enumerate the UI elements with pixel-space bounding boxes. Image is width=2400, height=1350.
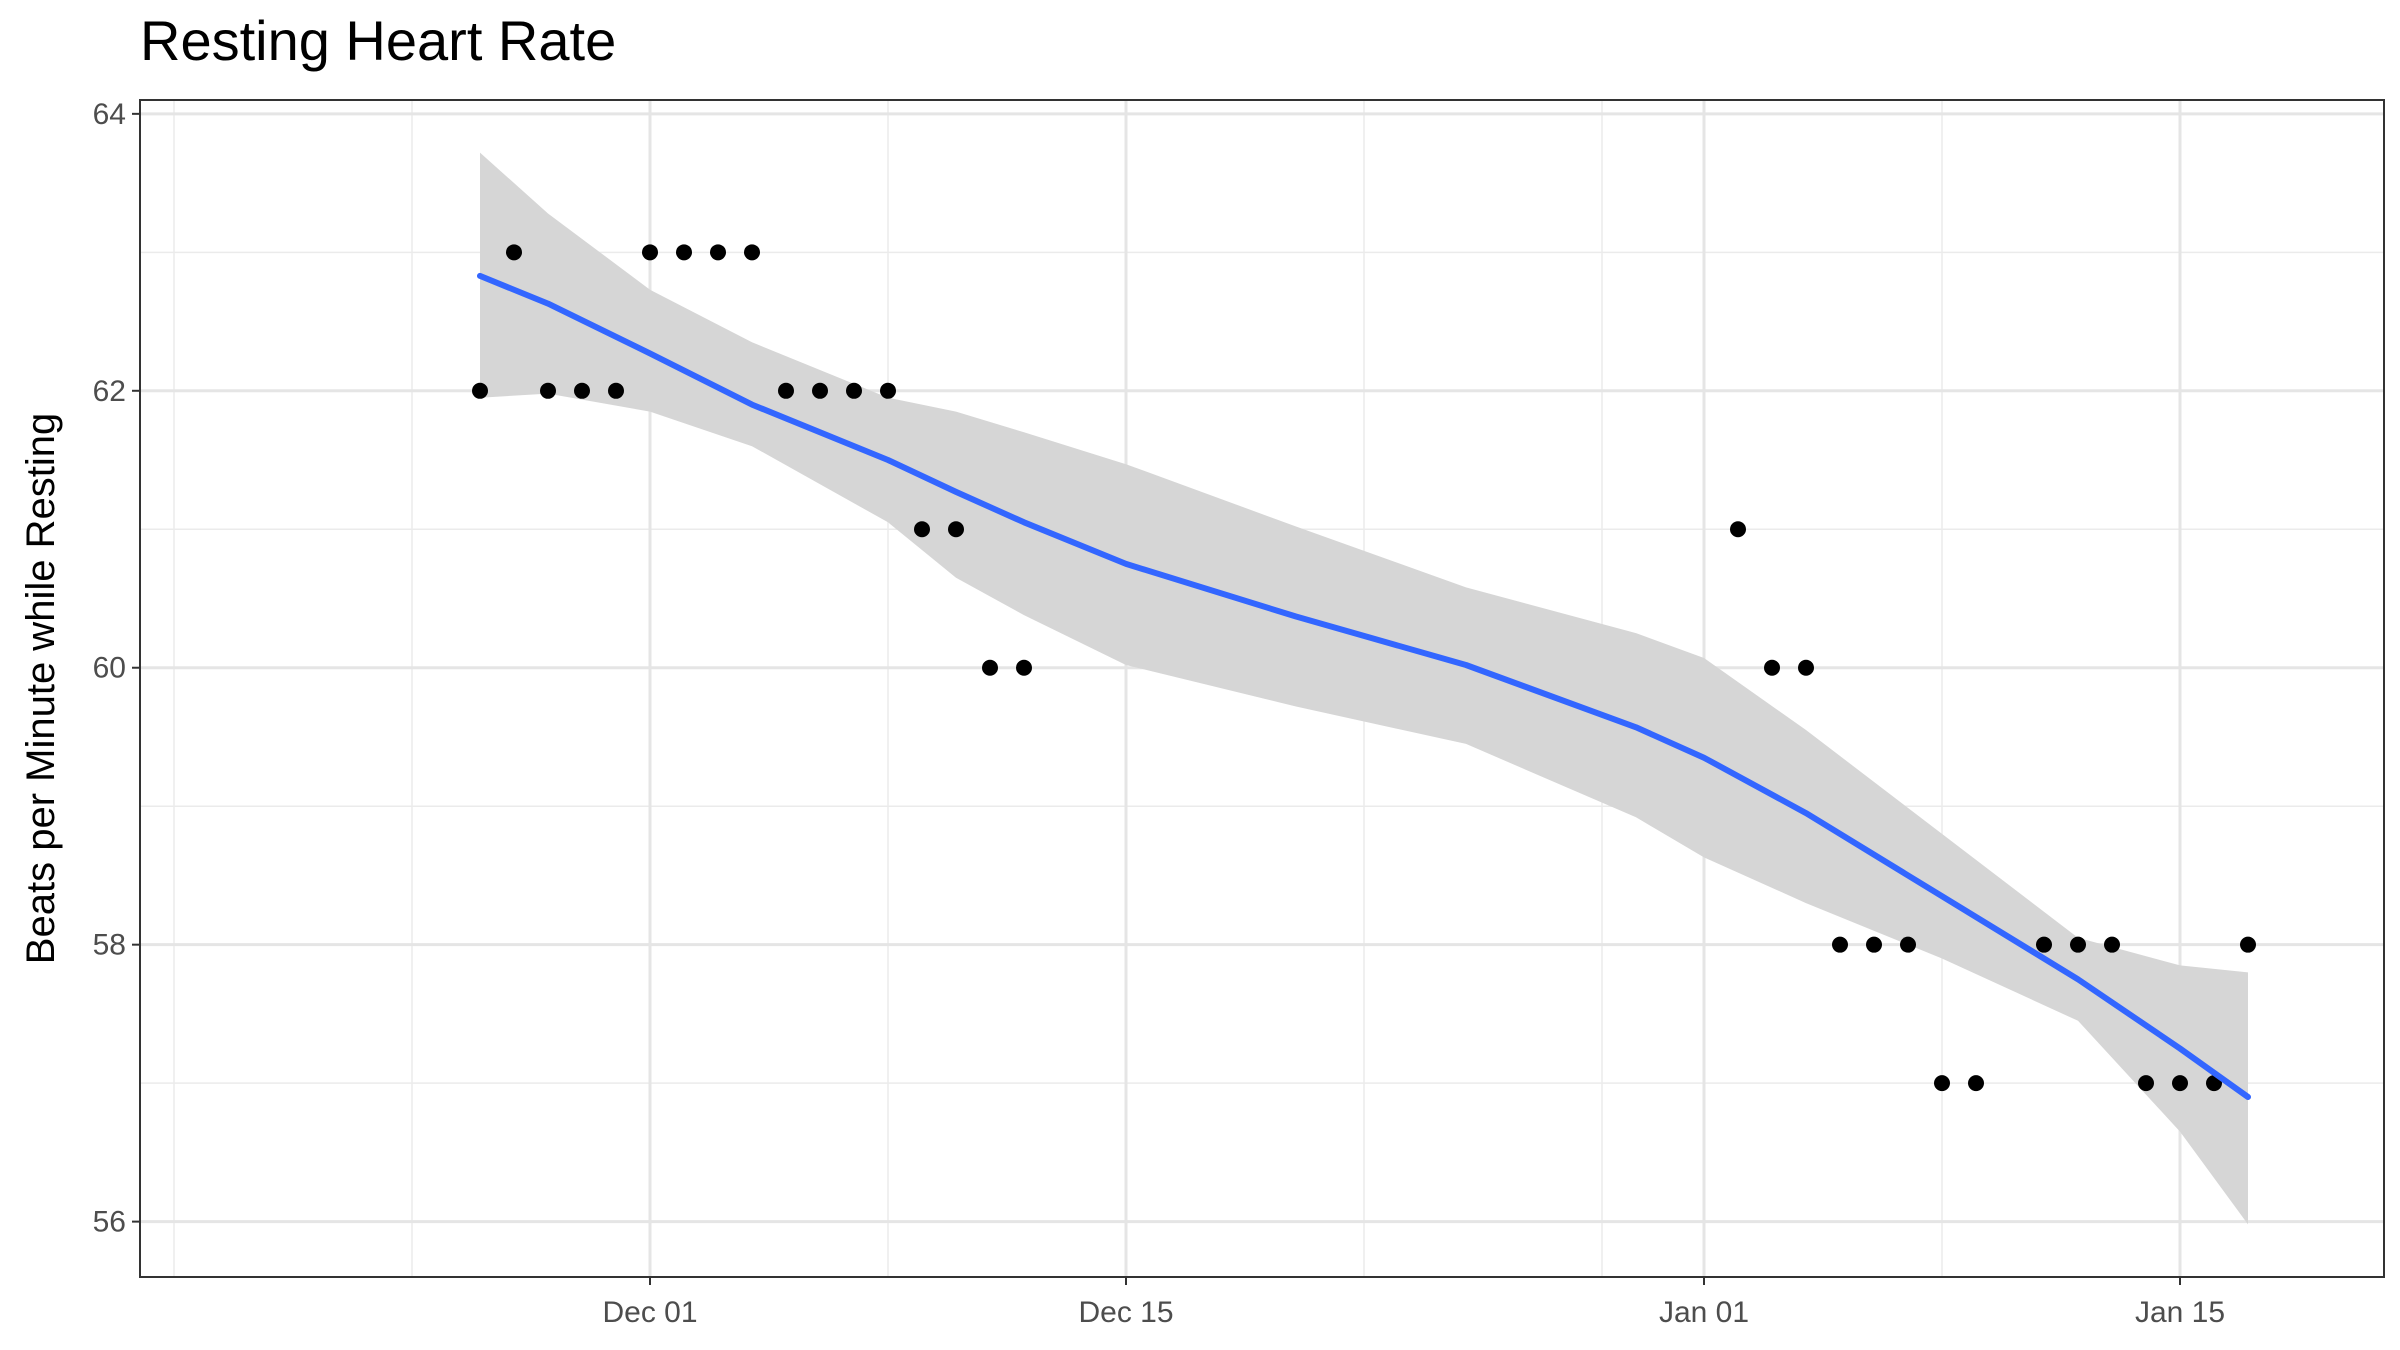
data-point [2172, 1075, 2188, 1092]
data-point [676, 244, 692, 261]
data-points [472, 244, 2256, 1092]
axes: 56 58 60 62 64 Dec 01 Dec 15 Jan 01 Jan 15 [93, 98, 2225, 1329]
data-point [812, 382, 828, 399]
data-point [540, 382, 556, 399]
data-point [1832, 936, 1848, 953]
data-point [1730, 521, 1746, 538]
y-tick-label: 64 [93, 98, 126, 131]
data-point [710, 244, 726, 261]
data-point [1968, 1075, 1984, 1092]
data-point [1934, 1075, 1950, 1092]
data-point [1016, 659, 1032, 676]
y-axis-title: Beats per Minute while Resting [19, 413, 63, 964]
y-tick-label: 62 [93, 375, 126, 408]
data-point [2138, 1075, 2154, 1092]
data-point [982, 659, 998, 676]
data-point [1866, 936, 1882, 953]
data-point [778, 382, 794, 399]
data-point [1900, 936, 1916, 953]
x-tick-label: Dec 01 [602, 1296, 697, 1329]
data-point [472, 382, 488, 399]
data-point [2104, 936, 2120, 953]
data-point [642, 244, 658, 261]
y-tick-label: 56 [93, 1206, 126, 1239]
confidence-band [480, 152, 2248, 1225]
y-tick-label: 58 [93, 929, 126, 962]
data-point [846, 382, 862, 399]
panel-border [139, 99, 2385, 1278]
chart-title: Resting Heart Rate [140, 9, 617, 72]
x-tick-label: Jan 15 [2135, 1296, 2225, 1329]
smooth-fit-line [477, 272, 2251, 1100]
data-point [1798, 659, 1814, 676]
data-point [506, 244, 522, 261]
data-point [574, 382, 590, 399]
x-tick-label: Jan 01 [1659, 1296, 1749, 1329]
data-point [948, 521, 964, 538]
data-point [2240, 936, 2256, 953]
data-point [608, 382, 624, 399]
data-point [2036, 936, 2052, 953]
data-point [880, 382, 896, 399]
data-point [2070, 936, 2086, 953]
smooth-line [477, 272, 2251, 1100]
data-point [744, 244, 760, 261]
data-point [914, 521, 930, 538]
data-point [1764, 659, 1780, 676]
y-tick-label: 60 [93, 652, 126, 685]
confidence-band-area [480, 152, 2248, 1225]
x-tick-label: Dec 15 [1078, 1296, 1173, 1329]
